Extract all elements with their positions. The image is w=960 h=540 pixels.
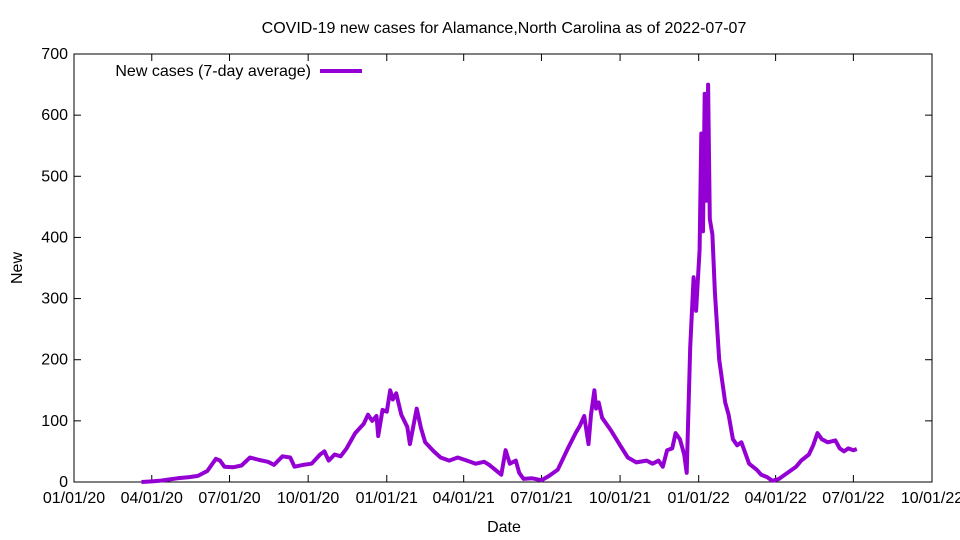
- y-tick-label: 500: [41, 168, 68, 185]
- y-tick-label: 400: [41, 229, 68, 246]
- y-tick-label: 200: [41, 352, 68, 369]
- x-tick-label: 01/01/20: [43, 490, 105, 507]
- legend-label: New cases (7-day average): [115, 63, 311, 80]
- y-tick-label: 700: [41, 46, 68, 63]
- x-tick-label: 04/01/22: [744, 490, 806, 507]
- x-tick-label: 10/01/22: [901, 490, 960, 507]
- y-axis-ticks: 0 100 200 300 400 500 600 700: [41, 46, 932, 491]
- y-tick-label: 600: [41, 107, 68, 124]
- x-tick-label: 10/01/20: [277, 490, 339, 507]
- x-axis-ticks: 01/01/20 04/01/20 07/01/20 10/01/20 01/01/21…: [43, 54, 960, 507]
- x-tick-label: 01/01/22: [668, 490, 730, 507]
- chart-title: COVID-19 new cases for Alamance,North Ca…: [262, 20, 747, 37]
- x-tick-label: 07/01/21: [510, 490, 572, 507]
- x-tick-label: 07/01/22: [822, 490, 884, 507]
- x-tick-label: 04/01/20: [121, 490, 183, 507]
- y-tick-label: 0: [59, 474, 68, 491]
- y-tick-label: 100: [41, 413, 68, 430]
- plot-frame: [73, 53, 933, 483]
- legend: New cases (7-day average): [115, 63, 362, 80]
- series-line-new-cases: [141, 82, 858, 484]
- x-tick-label: 04/01/21: [433, 490, 495, 507]
- x-axis-label: Date: [487, 519, 521, 536]
- x-tick-label: 01/01/21: [356, 490, 418, 507]
- y-tick-label: 300: [41, 291, 68, 308]
- y-axis-label: New: [9, 252, 26, 284]
- x-tick-label: 10/01/21: [589, 490, 651, 507]
- x-tick-label: 07/01/20: [198, 490, 260, 507]
